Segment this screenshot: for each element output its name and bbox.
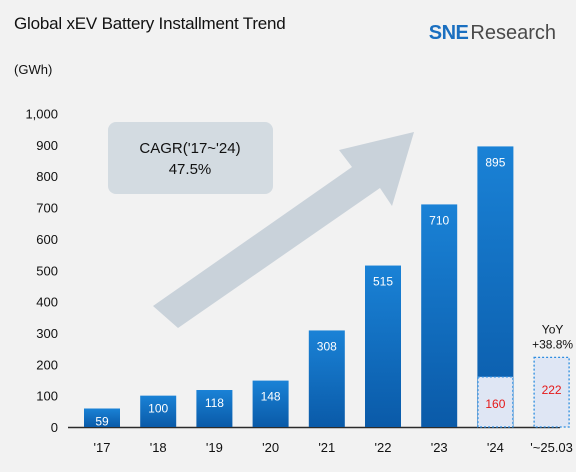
sne-research-logo: SNE Research (429, 22, 556, 45)
y-tick-label: 700 (36, 201, 58, 216)
bar (84, 408, 120, 427)
y-tick-label: 1,000 (25, 107, 58, 122)
bar-value-label: 148 (261, 390, 281, 404)
x-tick-label: '19 (206, 440, 223, 455)
y-tick-label: 500 (36, 263, 58, 278)
y-tick-label: 0 (51, 420, 58, 435)
bar-value-label: 308 (317, 339, 337, 353)
y-tick-label: 600 (36, 232, 58, 247)
y-tick-label: 400 (36, 295, 58, 310)
bar-value-label: 100 (148, 402, 168, 416)
cagr-label: CAGR('17~'24) (139, 140, 240, 157)
chart-title: Global xEV Battery Installment Trend (14, 14, 286, 33)
bar-value-label: 118 (205, 396, 224, 410)
bar-value-label: 895 (485, 155, 505, 169)
bar (140, 395, 177, 427)
x-tick-label: '24 (487, 440, 504, 455)
current-period-box (533, 356, 570, 428)
current-period-value: 222 (542, 383, 562, 397)
trend-arrow (153, 132, 414, 328)
x-tick-label: '~25.03 (530, 440, 573, 455)
yoy-label: YoY (542, 322, 564, 336)
x-tick-label: '22 (375, 440, 392, 455)
bar-value-label: 710 (429, 213, 449, 227)
y-tick-label: 300 (36, 326, 58, 341)
prior-period-value: 160 (485, 397, 505, 411)
bar-value-label: 515 (373, 275, 393, 289)
x-tick-label: '23 (431, 440, 448, 455)
cagr-callout-box (108, 122, 273, 194)
bar (196, 390, 233, 427)
bar (365, 265, 401, 427)
y-tick-label: 800 (36, 169, 58, 184)
prior-period-box (477, 376, 514, 428)
bar (421, 204, 458, 427)
bar (308, 330, 345, 427)
cagr-value: 47.5% (169, 161, 212, 178)
y-tick-label: 100 (36, 389, 58, 404)
bar (252, 380, 289, 427)
yoy-value: +38.8% (532, 337, 573, 351)
logo-brand: SNE (428, 22, 469, 44)
y-tick-label: 900 (36, 138, 58, 153)
x-tick-label: '18 (150, 440, 167, 455)
logo-suffix: Research (470, 22, 556, 44)
unit-label: (GWh) (14, 62, 53, 77)
x-tick-label: '20 (262, 440, 279, 455)
y-tick-label: 200 (36, 357, 58, 372)
bar-value-label: 59 (95, 415, 109, 429)
x-tick-label: '17 (94, 440, 111, 455)
x-tick-label: '21 (318, 440, 335, 455)
